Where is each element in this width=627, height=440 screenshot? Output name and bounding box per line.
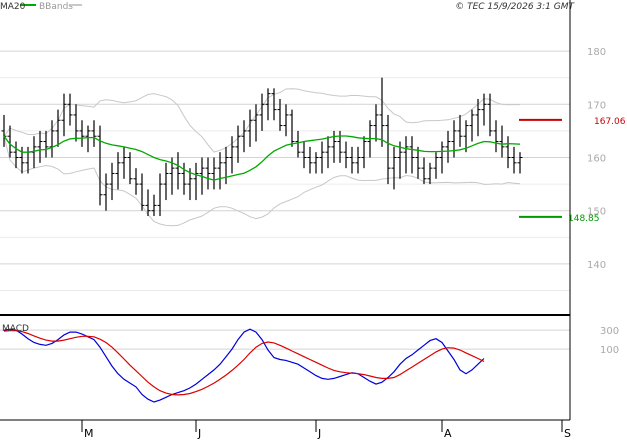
x-tick-label: S (564, 427, 571, 440)
price-tick-label: 150 (587, 207, 606, 218)
macd-tick-label: 300 (600, 326, 619, 337)
macd-tick-label: 100 (600, 345, 619, 356)
x-tick-label: A (444, 427, 452, 440)
price-tick-label: 160 (587, 154, 606, 165)
bbands-legend-label: BBands (39, 2, 73, 12)
x-tick-label: M (84, 427, 94, 440)
ma20-legend-swatch (20, 4, 36, 6)
ma20-legend-label: MA20 (0, 2, 26, 12)
grid (0, 50, 570, 350)
bbands-legend-swatch (70, 4, 82, 6)
support-level-label: 148.85 (568, 214, 600, 224)
ma20-series-line (3, 135, 521, 181)
macd-panel-title: MACD (2, 324, 29, 334)
price-tick-label: 180 (587, 47, 606, 58)
chart-frame (0, 0, 571, 421)
bband-lower-line (3, 136, 521, 227)
ma20-line (3, 135, 521, 181)
price-tick-label: 170 (587, 100, 606, 111)
macd-series-line (3, 330, 485, 396)
axis-ticks: 180 170 160 150 140 300 100 M J J A S (81, 47, 619, 440)
price-tick-label: 140 (587, 260, 606, 271)
resistance-level-label: 167.06 (594, 117, 626, 127)
macd-lines (3, 328, 485, 403)
copyright-stamp: © TEC 15/9/2026 3:1 GMT (455, 2, 575, 12)
macd-series-line (3, 328, 485, 403)
price-levels (519, 118, 562, 218)
x-tick-label: J (197, 427, 201, 440)
price-bars (1, 77, 523, 217)
x-tick-label: J (317, 427, 321, 440)
